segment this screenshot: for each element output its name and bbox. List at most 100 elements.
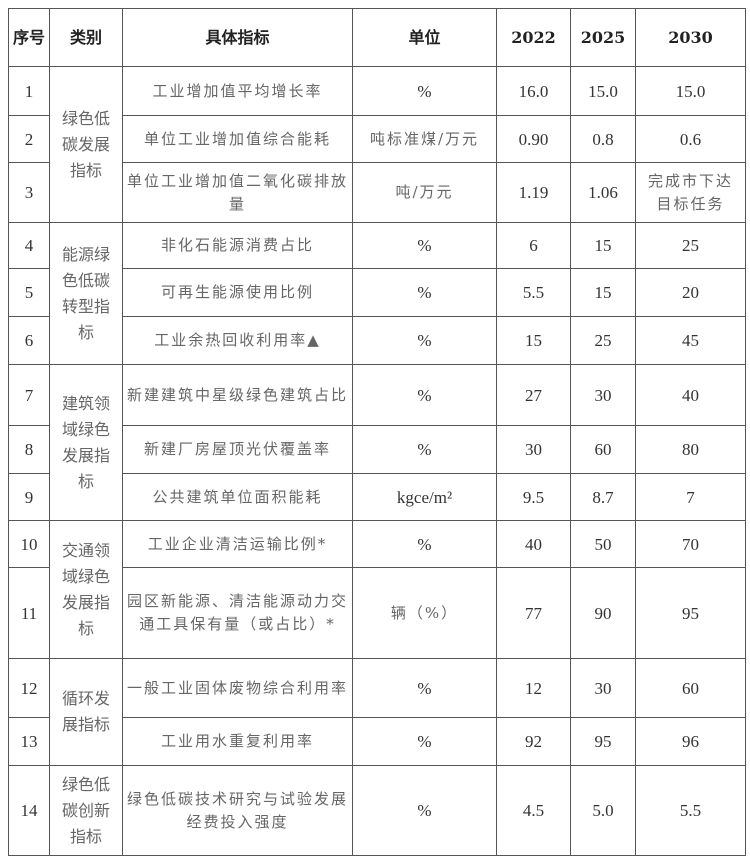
- indicator-cell: 工业企业清洁运输比例*: [122, 520, 353, 568]
- value-2030: 0.6: [635, 115, 746, 163]
- value-2022: 12: [496, 658, 571, 718]
- value-2030: 7: [635, 473, 746, 521]
- indicator-cell: 绿色低碳技术研究与试验发展经费投入强度: [122, 765, 353, 856]
- row-seq: 11: [8, 567, 50, 659]
- unit-cell: %: [352, 364, 497, 426]
- row-seq: 7: [8, 364, 50, 426]
- table-row: 8 新建厂房屋顶光伏覆盖率% 30 60 80: [8, 425, 746, 474]
- table-row: 9 公共建筑单位面积能耗 kgce/m² 9.5 8.7 7: [8, 473, 746, 521]
- value-2030: 45: [635, 316, 746, 365]
- value-2022: 9.5: [496, 473, 571, 521]
- indicator-cell: 单位工业增加值二氧化碳排放量: [122, 162, 353, 223]
- row-seq: 2: [8, 115, 50, 163]
- row-seq: 10: [8, 520, 50, 568]
- unit-cell: %: [352, 658, 497, 718]
- unit-cell: 辆（%）: [352, 567, 497, 659]
- indicator-cell: 公共建筑单位面积能耗: [122, 473, 353, 521]
- indicator-cell: 可再生能源使用比例: [122, 268, 353, 317]
- value-2030: 95: [635, 567, 746, 659]
- unit-cell: %: [352, 717, 497, 766]
- category-cell: 绿色低碳发展指标: [49, 66, 123, 223]
- value-2025: 8.7: [570, 473, 636, 521]
- value-2025: 15.0: [570, 66, 636, 116]
- value-2025: 5.0: [570, 765, 636, 856]
- value-2022: 4.5: [496, 765, 571, 856]
- value-2030: 20: [635, 268, 746, 317]
- table-row: 7 建筑领域绿色发展指标 新建建筑中星级绿色建筑占比% 27 30 40: [8, 364, 746, 521]
- header-category: 类别: [49, 8, 123, 67]
- header-indicator: 具体指标: [122, 8, 353, 67]
- unit-cell: %: [352, 765, 497, 856]
- value-2025: 15: [570, 222, 636, 269]
- value-2030: 40: [635, 364, 746, 426]
- unit-cell: %: [352, 268, 497, 317]
- value-2022: 15: [496, 316, 571, 365]
- row-seq: 6: [8, 316, 50, 365]
- table-row: 12 循环发展指标 一般工业固体废物综合利用率% 12 30 60: [8, 658, 746, 766]
- value-2025: 1.06: [570, 162, 636, 223]
- row-seq: 14: [8, 765, 50, 856]
- header-2030: 2030: [635, 8, 746, 67]
- value-2025: 50: [570, 520, 636, 568]
- table-row: 1 绿色低碳发展指标 工业增加值平均增长率% 16.0 15.0 15.0: [8, 66, 746, 223]
- value-2022: 6: [496, 222, 571, 269]
- row-seq: 8: [8, 425, 50, 474]
- value-2030: 70: [635, 520, 746, 568]
- header-seq: 序号: [8, 8, 50, 67]
- category-cell: 能源绿色低碳转型指标: [49, 222, 123, 365]
- value-2022: 30: [496, 425, 571, 474]
- unit-cell: %: [352, 66, 497, 116]
- indicator-cell: 工业用水重复利用率: [122, 717, 353, 766]
- indicator-cell: 一般工业固体废物综合利用率: [122, 658, 353, 718]
- value-2025: 0.8: [570, 115, 636, 163]
- value-2025: 95: [570, 717, 636, 766]
- value-2022: 77: [496, 567, 571, 659]
- unit-cell: 吨标准煤/万元: [352, 115, 497, 163]
- indicator-cell: 工业增加值平均增长率: [122, 66, 353, 116]
- row-seq: 3: [8, 162, 50, 223]
- row-seq: 13: [8, 717, 50, 766]
- row-seq: 12: [8, 658, 50, 718]
- value-2030: 完成市下达目标任务: [635, 162, 746, 223]
- value-2030: 80: [635, 425, 746, 474]
- category-cell: 建筑领域绿色发展指标: [49, 364, 123, 521]
- unit-cell: %: [352, 222, 497, 269]
- value-2025: 25: [570, 316, 636, 365]
- value-2025: 30: [570, 364, 636, 426]
- unit-cell: 吨/万元: [352, 162, 497, 223]
- unit-cell: kgce/m²: [352, 473, 497, 521]
- value-2030: 5.5: [635, 765, 746, 856]
- row-seq: 4: [8, 222, 50, 269]
- table-row: 6 工业余热回收利用率▲% 15 25 45: [8, 316, 746, 365]
- value-2030: 15.0: [635, 66, 746, 116]
- value-2022: 0.90: [496, 115, 571, 163]
- unit-cell: %: [352, 316, 497, 365]
- category-cell: 交通领域绿色发展指标: [49, 520, 123, 659]
- category-cell: 绿色低碳创新指标: [49, 765, 123, 856]
- indicator-table: 序号 类别 具体指标 单位 2022 2025 2030 1 绿色低碳发展指标 工业…: [8, 8, 746, 856]
- indicator-cell: 非化石能源消费占比: [122, 222, 353, 269]
- indicator-cell: 新建厂房屋顶光伏覆盖率: [122, 425, 353, 474]
- value-2030: 25: [635, 222, 746, 269]
- header-2025: 2025: [570, 8, 636, 67]
- row-seq: 1: [8, 66, 50, 116]
- indicator-cell: 新建建筑中星级绿色建筑占比: [122, 364, 353, 426]
- row-seq: 9: [8, 473, 50, 521]
- table-row: 10 交通领域绿色发展指标 工业企业清洁运输比例*% 40 50 70: [8, 520, 746, 659]
- table-row: 3 单位工业增加值二氧化碳排放量 吨/万元 1.19 1.06 完成市下达目标任务: [8, 162, 746, 223]
- value-2022: 92: [496, 717, 571, 766]
- header-unit: 单位: [352, 8, 497, 67]
- indicator-cell: 单位工业增加值综合能耗: [122, 115, 353, 163]
- value-2022: 5.5: [496, 268, 571, 317]
- category-cell: 循环发展指标: [49, 658, 123, 766]
- value-2022: 40: [496, 520, 571, 568]
- row-seq: 5: [8, 268, 50, 317]
- indicator-cell: 工业余热回收利用率▲: [122, 316, 353, 365]
- table-row: 2 单位工业增加值综合能耗 吨标准煤/万元 0.90 0.8 0.6: [8, 115, 746, 163]
- value-2025: 60: [570, 425, 636, 474]
- table-row: 14 绿色低碳创新指标 绿色低碳技术研究与试验发展经费投入强度% 4.5 5.0 5.5: [8, 765, 746, 856]
- value-2022: 27: [496, 364, 571, 426]
- value-2030: 96: [635, 717, 746, 766]
- table-row: 4 能源绿色低碳转型指标 非化石能源消费占比% 6 15 25: [8, 222, 746, 365]
- value-2022: 16.0: [496, 66, 571, 116]
